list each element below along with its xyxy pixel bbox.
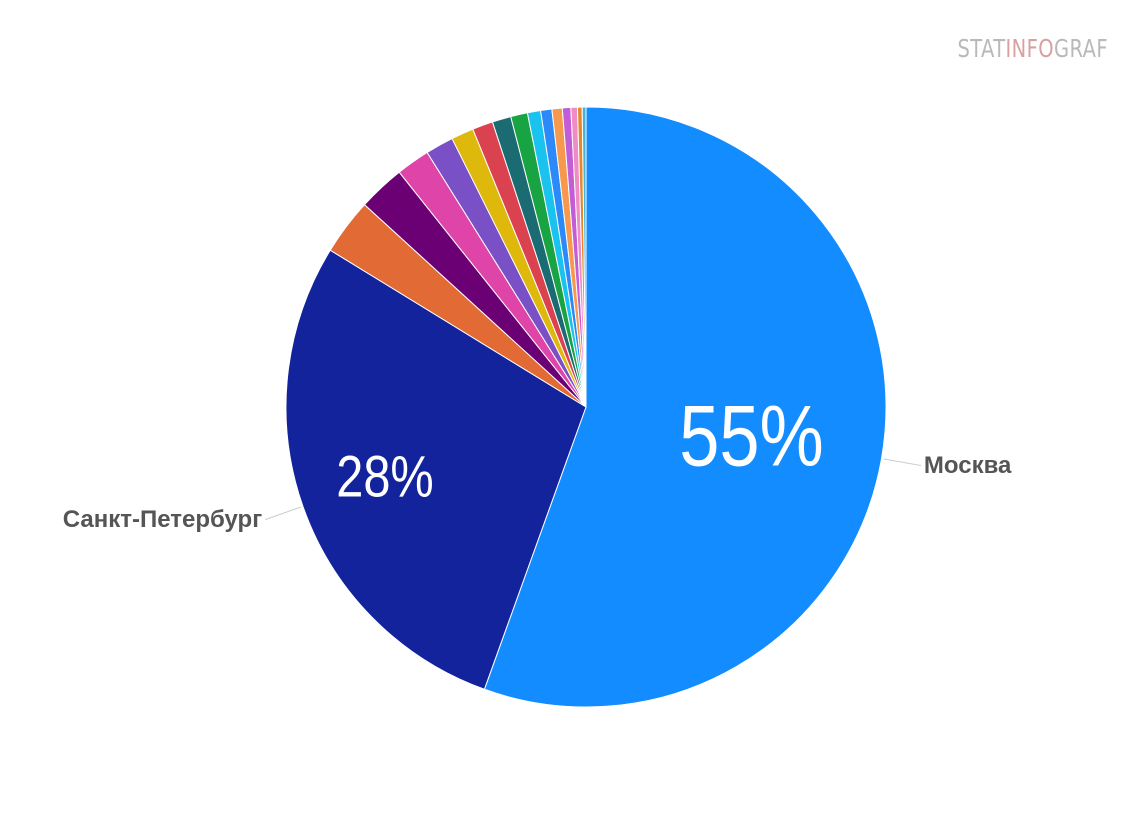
leader-line-0 — [883, 458, 921, 466]
watermark-part-graf: GRAF — [1054, 34, 1108, 63]
watermark-part-stat: STAT — [957, 34, 1006, 63]
pie-slice-0 — [483, 106, 887, 708]
pie-labels: 55% Москва 28% Санкт-Петербург — [63, 388, 1012, 533]
statinfograf-watermark: STATINFOGRAF — [957, 34, 1108, 63]
pie-slices — [285, 106, 887, 708]
pie-slice-1 — [285, 249, 587, 690]
pie-category-label-1: Санкт-Петербург — [63, 506, 262, 533]
pie-value-label-0: 55% — [679, 388, 824, 484]
leader-line-1 — [265, 506, 302, 521]
pie-slice-16 — [581, 106, 587, 408]
pie-category-label-0: Москва — [924, 452, 1012, 479]
pie-value-label-1: 28% — [336, 446, 433, 510]
leader-lines — [265, 458, 921, 521]
watermark-part-info: INFO — [1005, 34, 1055, 63]
